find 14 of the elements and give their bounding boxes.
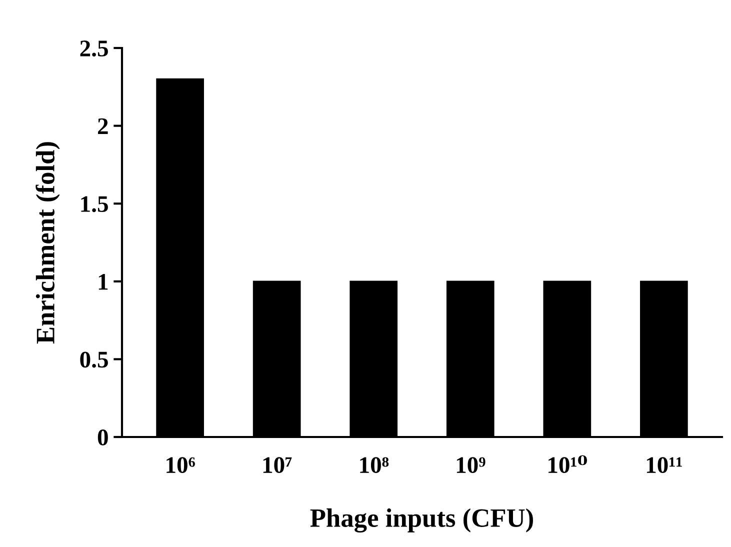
x-tick-label: 10⁹ xyxy=(456,457,486,474)
x-tick-label: 10⁶ xyxy=(166,457,195,474)
y-tick-label: 1.5 xyxy=(81,196,108,212)
x-tick-label: 10¹¹ xyxy=(646,457,682,474)
y-tick-label: 1 xyxy=(98,274,108,290)
y-tick-label: 0 xyxy=(98,429,108,446)
x-tick-label: 10⁸ xyxy=(360,457,389,474)
y-tick-label: 2.5 xyxy=(80,40,108,57)
x-tick-label: 10⁷ xyxy=(263,457,292,474)
y-tick-label: 0.5 xyxy=(80,352,108,368)
x-axis-title: Phage inputs (CFU) xyxy=(310,508,534,533)
y-axis-title: Enrichment (fold) xyxy=(36,142,60,344)
x-tick-label: 10¹⁰ xyxy=(548,455,588,474)
y-tick-label: 2 xyxy=(98,118,108,134)
